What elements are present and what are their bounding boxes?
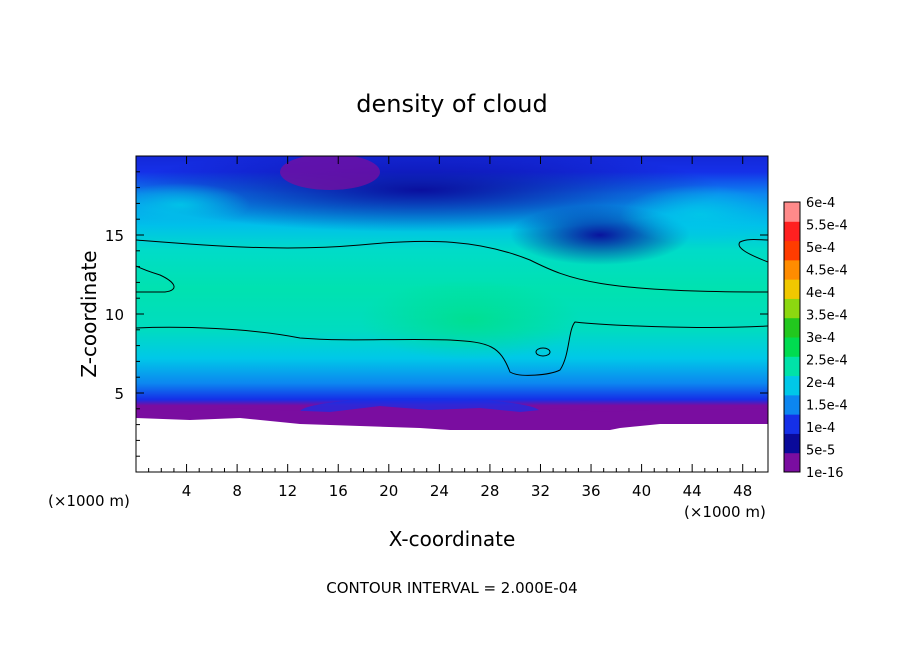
contour-interval-note: CONTOUR INTERVAL = 2.000E-04: [326, 579, 577, 597]
colorbar-frame: [783, 201, 801, 473]
x-unit-label-right: (×1000 m): [684, 503, 766, 521]
heatmap-field: [136, 156, 768, 472]
y-tick-label: 10: [105, 306, 124, 324]
x-tick-label: 12: [278, 482, 297, 500]
y-axis: 5 10 15: [105, 171, 768, 457]
colorbar-swatch: [784, 259, 800, 280]
y-axis-label: Z-coordinate: [77, 250, 101, 377]
chart-title: density of cloud: [356, 90, 547, 118]
colorbar-label: 1e-16: [806, 466, 844, 481]
colorbar-label: 2e-4: [806, 376, 835, 391]
colorbar-swatch: [784, 240, 800, 261]
x-tick-label: 28: [480, 482, 499, 500]
x-axis-label: X-coordinate: [389, 527, 516, 551]
colorbar-swatch: [784, 356, 800, 377]
x-tick-label: 20: [379, 482, 398, 500]
colorbar-label: 5.5e-4: [806, 219, 848, 234]
colorbar-label: 3.5e-4: [806, 309, 848, 324]
colorbar-swatch: [784, 414, 800, 434]
colorbar-label: 5e-5: [806, 444, 835, 459]
colorbar-label: 4e-4: [806, 286, 835, 301]
colorbar-swatch: [784, 337, 800, 357]
colorbar-label: 1e-4: [806, 421, 835, 436]
colorbar-label: 5e-4: [806, 241, 835, 256]
x-axis: 4 8 12 16 20 24 28 32 36 40 44 48: [148, 156, 756, 500]
colorbar-label: 3e-4: [806, 331, 835, 346]
colorbar-swatch: [784, 317, 800, 338]
colorbar-label: 4.5e-4: [806, 264, 848, 279]
x-tick-label: 36: [581, 482, 600, 500]
x-tick-label: 44: [683, 482, 702, 500]
x-tick-label: 24: [430, 482, 449, 500]
x-tick-label: 8: [232, 482, 242, 500]
x-tick-label: 16: [329, 482, 348, 500]
colorbar: 1e-16 5e-5 1e-4 1.5e-4 2e-4 2.5e-4 3e-4 3.5e-4 4…: [783, 196, 848, 481]
x-tick-label: 4: [182, 482, 192, 500]
colorbar-swatch: [784, 279, 800, 299]
colorbar-swatch: [784, 298, 800, 319]
colorbar-swatch: [784, 394, 800, 415]
y-tick-label: 5: [114, 385, 124, 403]
colorbar-label: 6e-4: [806, 196, 835, 211]
colorbar-swatch: [784, 433, 800, 454]
colorbar-label: 1.5e-4: [806, 399, 848, 414]
colorbar-label: 2.5e-4: [806, 354, 848, 369]
x-tick-label: 48: [733, 482, 752, 500]
colorbar-swatch: [784, 375, 800, 396]
x-tick-label: 32: [531, 482, 550, 500]
x-unit-label-left: (×1000 m): [48, 492, 130, 510]
colorbar-swatch: [784, 202, 800, 222]
y-tick-label: 15: [105, 227, 124, 245]
colorbar-swatch: [784, 221, 800, 242]
colorbar-swatch: [784, 452, 800, 473]
x-tick-label: 40: [632, 482, 651, 500]
